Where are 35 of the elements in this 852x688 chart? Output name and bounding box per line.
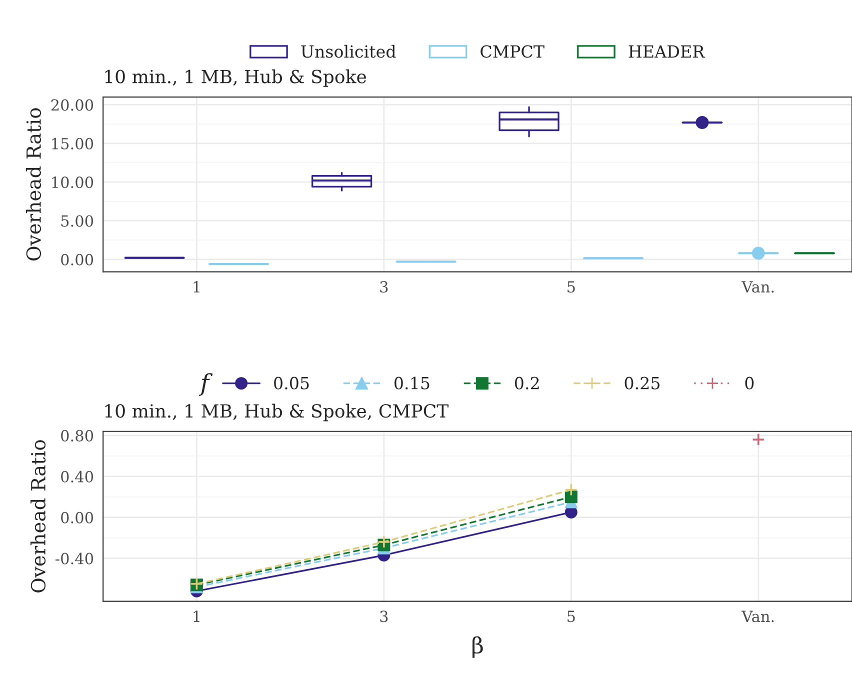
legend-label: 0.05 xyxy=(274,376,309,390)
y-tick-label: 0.80 xyxy=(61,430,94,442)
legend-label: CMPCT xyxy=(480,45,544,58)
y-tick-label: 5.00 xyxy=(61,215,94,227)
y-tick-label: 0.00 xyxy=(61,512,94,524)
x-axis-title: β xyxy=(472,636,483,658)
x-tick-label: Van. xyxy=(742,281,774,293)
point xyxy=(377,535,390,548)
legend-label: HEADER xyxy=(628,45,706,58)
x-tick-label: 5 xyxy=(568,281,575,293)
legend-label: 0 xyxy=(745,376,754,390)
y-tick-label: 0.00 xyxy=(61,254,94,266)
x-tick-label: 3 xyxy=(380,281,388,293)
legend-title: f xyxy=(198,373,213,396)
legend-label: Unsolicited xyxy=(301,44,396,58)
x-tick-label: 1 xyxy=(194,610,200,622)
chart-title: 10 min., 1 MB, Hub & Spoke, CMPCT xyxy=(105,404,449,422)
x-tick-label: 3 xyxy=(380,610,388,622)
point xyxy=(564,490,578,504)
y-tick-label: 0.40 xyxy=(61,470,94,482)
y-tick-label: 10.00 xyxy=(52,176,94,188)
point xyxy=(752,433,765,446)
y-axis-title: Overhead Ratio xyxy=(26,108,42,260)
y-tick-label: 20.00 xyxy=(51,99,94,111)
x-tick-label: 5 xyxy=(568,610,575,622)
y-axis-title: Overhead Ratio xyxy=(30,440,46,592)
chart-title: 10 min., 1 MB, Hub & Spoke xyxy=(105,69,366,87)
legend-label: 0.25 xyxy=(624,376,660,390)
legend-label: 0.2 xyxy=(514,376,539,390)
legend-label: 0.15 xyxy=(394,376,430,390)
x-tick-label: 1 xyxy=(194,281,200,292)
y-tick-label: 15.00 xyxy=(52,138,94,150)
y-tick-label: -0.40 xyxy=(56,552,94,564)
x-tick-label: Van. xyxy=(742,610,774,622)
point xyxy=(564,483,578,496)
